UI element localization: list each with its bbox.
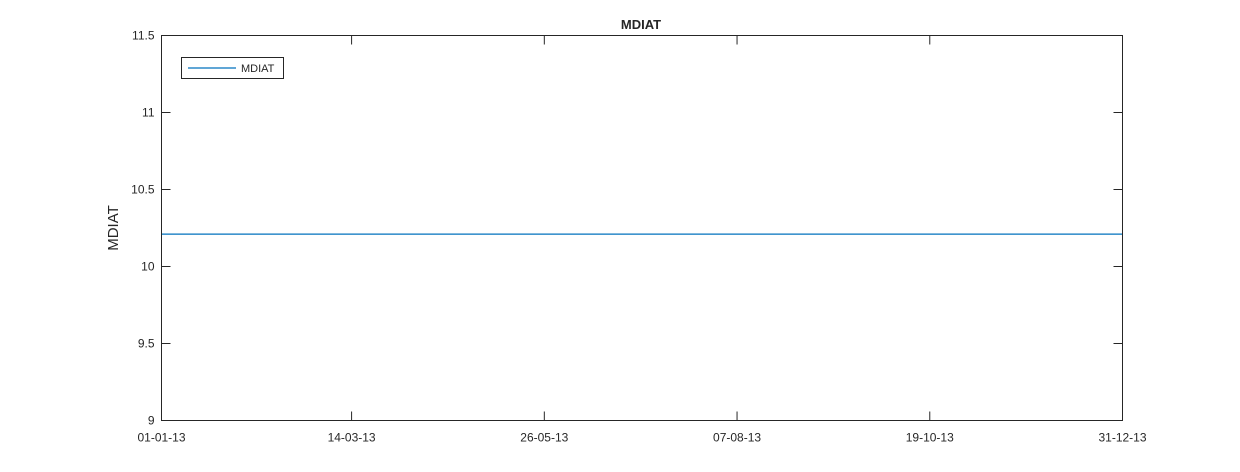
y-tick-label: 9.5 (138, 337, 155, 351)
x-tick-label: 01-01-13 (137, 431, 185, 445)
axis-ticks: 01-01-13 14-03-13 26-05-13 07-08-13 19-10-13… (131, 29, 1147, 445)
axes-box (161, 35, 1123, 421)
y-tick-label: 11 (142, 106, 155, 120)
y-axis-label: MDIAT (105, 205, 122, 251)
x-tick-label: 31-12-13 (1098, 431, 1146, 445)
legend-label: MDIAT (241, 63, 275, 75)
y-tick-label: 10 (141, 260, 155, 274)
y-tick-label: 9 (148, 414, 155, 428)
x-tick-label: 26-05-13 (520, 431, 568, 445)
x-tick-label: 14-03-13 (328, 431, 376, 445)
x-tick-label: 19-10-13 (906, 431, 954, 445)
y-tick-label: 11.5 (132, 29, 155, 43)
chart-title: MDIAT (621, 17, 661, 32)
y-tick-label: 10.5 (131, 183, 155, 197)
legend: MDIAT (181, 57, 284, 79)
x-tick-label: 07-08-13 (713, 431, 761, 445)
